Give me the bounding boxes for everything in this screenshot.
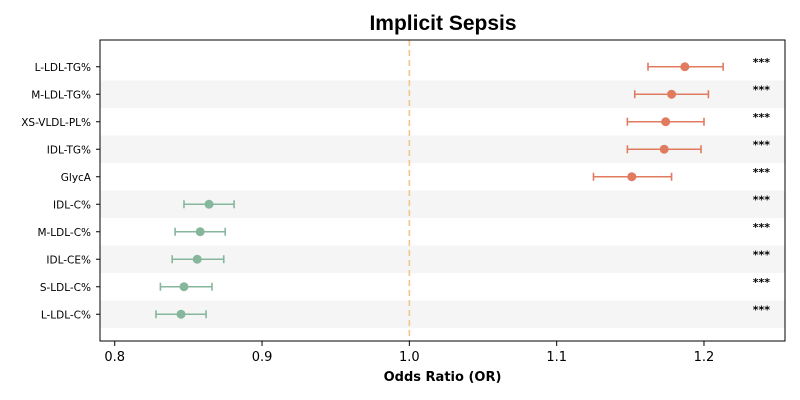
significance-label: *** <box>753 111 771 124</box>
x-tick-label: 1.0 <box>399 350 420 365</box>
odds-ratio-point <box>667 89 677 99</box>
y-tick-label: M-LDL-C% <box>37 227 91 239</box>
significance-label: *** <box>753 303 771 316</box>
forest-row: *** L-LDL-TG% <box>35 56 771 74</box>
x-tick-label: 0.9 <box>252 350 273 365</box>
forest-row: *** IDL-TG% <box>47 138 770 156</box>
forest-row: *** M-LDL-TG% <box>31 83 770 101</box>
x-tick-label: 0.8 <box>104 350 125 365</box>
forest-row: *** S-LDL-C% <box>40 276 770 294</box>
odds-ratio-point <box>195 227 205 237</box>
plot-frame <box>99 39 786 342</box>
odds-ratio-point <box>659 144 669 154</box>
forest-row: *** XS-VLDL-PL% <box>21 111 770 129</box>
y-tick-label: M-LDL-TG% <box>31 89 91 101</box>
significance-label: *** <box>753 56 771 69</box>
odds-ratio-point <box>680 62 690 72</box>
data-rows-group: ***L-LDL-TG%***M-LDL-TG%***XS-VLDL-PL%**… <box>21 56 770 322</box>
odds-ratio-point <box>204 199 214 209</box>
odds-ratio-point <box>661 117 671 127</box>
forest-row: *** IDL-C% <box>53 193 770 211</box>
significance-label: *** <box>753 221 771 234</box>
significance-label: *** <box>753 166 771 179</box>
significance-label: *** <box>753 276 771 289</box>
odds-ratio-point <box>179 282 189 292</box>
odds-ratio-point <box>192 254 202 264</box>
forest-row: *** GlycA <box>61 166 770 184</box>
chart-title: Implicit Sepsis <box>369 12 516 35</box>
x-axis-label: Odds Ratio (OR) <box>384 370 502 385</box>
odds-ratio-point <box>627 172 637 182</box>
forest-row: *** M-LDL-C% <box>37 221 770 239</box>
y-tick-label: GlycA <box>61 172 92 184</box>
y-tick-label: L-LDL-TG% <box>35 62 91 74</box>
significance-label: *** <box>753 83 771 96</box>
y-tick-label: IDL-C% <box>53 199 91 211</box>
y-tick-label: S-LDL-C% <box>40 282 91 294</box>
forest-row: *** L-LDL-C% <box>41 303 770 321</box>
significance-label: *** <box>753 248 771 261</box>
significance-label: *** <box>753 193 771 206</box>
y-tick-label: IDL-CE% <box>46 254 91 266</box>
y-tick-label: L-LDL-C% <box>41 309 91 321</box>
odds-ratio-point <box>176 309 186 319</box>
forest-row: *** IDL-CE% <box>46 248 770 266</box>
row-shade-band <box>100 300 785 328</box>
x-tick-label: 1.1 <box>546 350 567 365</box>
y-tick-label: XS-VLDL-PL% <box>21 117 91 129</box>
x-axis-ticks: 0.8 0.9 1.0 1.1 1.2 <box>104 341 714 365</box>
x-tick-label: 1.2 <box>694 350 715 365</box>
y-tick-label: IDL-TG% <box>47 144 91 156</box>
significance-label: *** <box>753 138 771 151</box>
